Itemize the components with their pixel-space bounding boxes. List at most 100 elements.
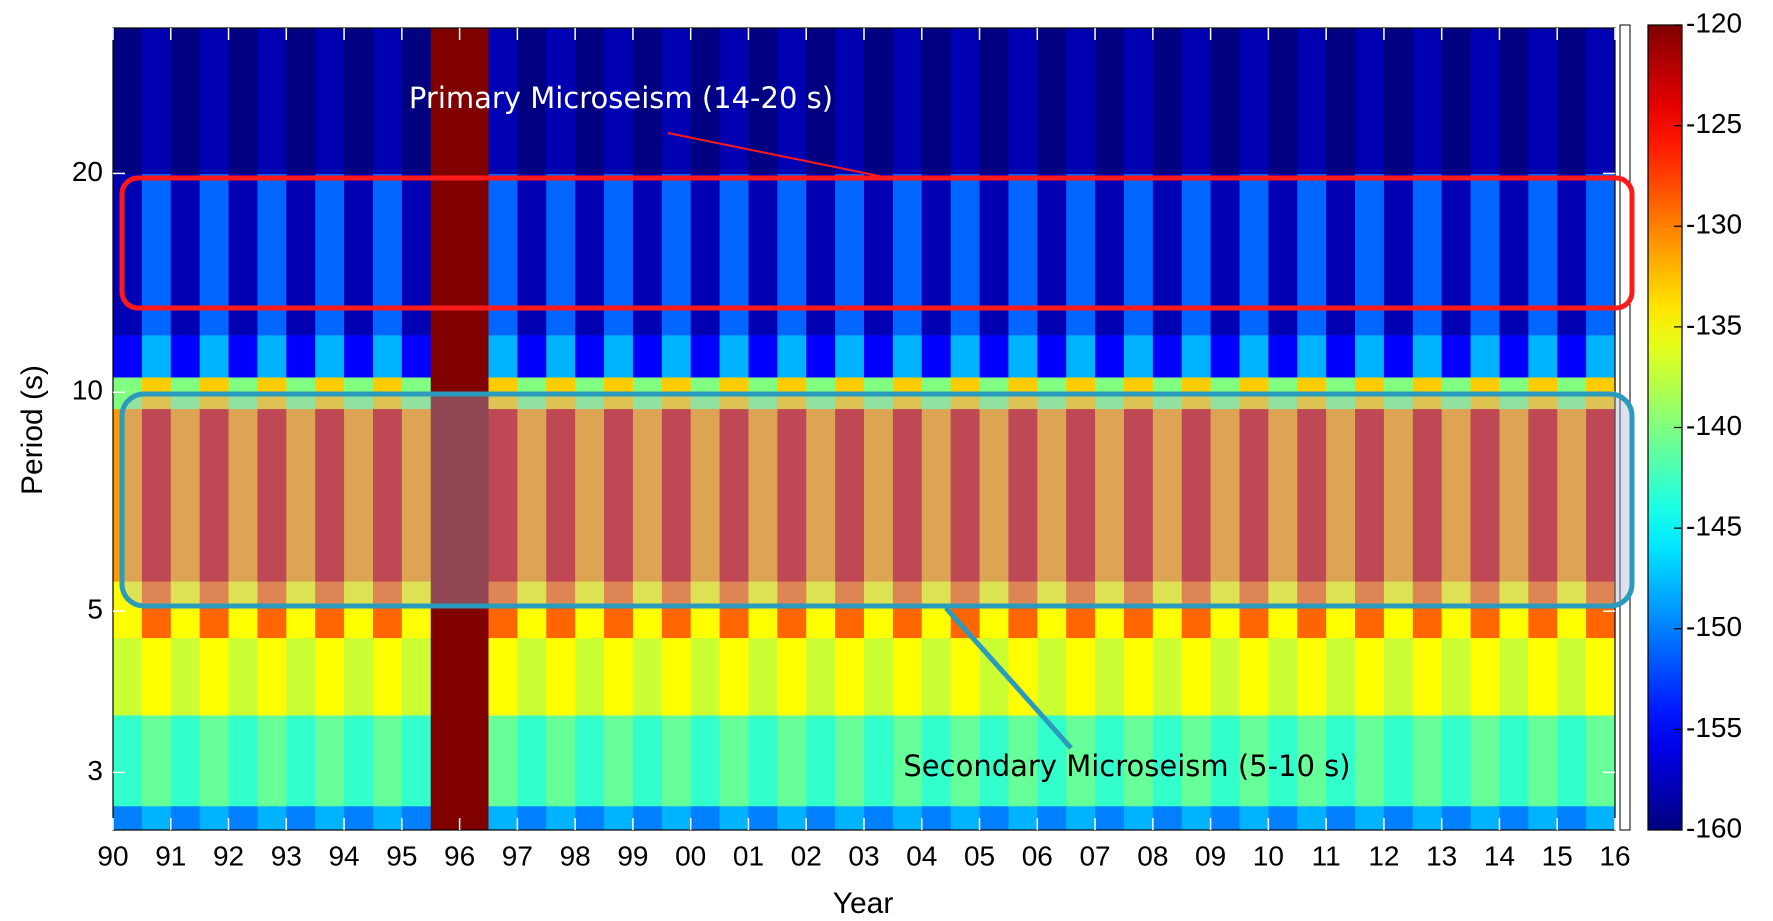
heatmap-cell bbox=[1326, 714, 1356, 807]
heatmap-cell bbox=[1499, 408, 1529, 582]
heatmap-cell bbox=[1326, 408, 1356, 582]
heatmap-cell bbox=[1412, 637, 1443, 716]
x-tick-label: 02 bbox=[791, 840, 822, 871]
heatmap-cell bbox=[1095, 28, 1125, 175]
heatmap-cell bbox=[719, 408, 750, 582]
heatmap-cell bbox=[1586, 408, 1615, 582]
x-tick-label: 97 bbox=[502, 840, 533, 871]
x-tick-label: 91 bbox=[155, 840, 186, 871]
x-tick-label: 93 bbox=[271, 840, 302, 871]
heatmap-cell bbox=[315, 581, 345, 639]
heatmap-cell bbox=[1355, 805, 1385, 830]
heatmap-cell bbox=[604, 28, 634, 175]
heatmap-cell bbox=[835, 581, 865, 639]
heatmap-cell bbox=[921, 714, 952, 807]
heatmap-cell bbox=[430, 805, 461, 830]
heatmap-cell bbox=[170, 334, 201, 378]
heatmap-cell bbox=[864, 334, 894, 378]
heatmap-cell bbox=[286, 805, 316, 830]
heatmap-cell bbox=[1326, 334, 1356, 378]
heatmap-cell bbox=[1297, 714, 1327, 807]
heatmap-cell bbox=[1008, 581, 1038, 639]
heatmap-cell bbox=[488, 581, 518, 639]
heatmap-cell bbox=[1123, 28, 1154, 175]
heatmap-cell bbox=[1123, 408, 1154, 582]
heatmap-cell bbox=[286, 173, 316, 336]
heatmap-cell bbox=[748, 581, 778, 639]
heatmap-cell bbox=[1355, 581, 1385, 639]
heatmap-cell bbox=[1008, 714, 1038, 807]
heatmap-cell bbox=[228, 28, 259, 175]
heatmap-cell bbox=[690, 28, 721, 175]
heatmap-cell bbox=[1066, 28, 1096, 175]
heatmap-cell bbox=[1470, 408, 1501, 582]
heatmap-cell bbox=[1123, 637, 1154, 716]
heatmap-cell bbox=[1268, 714, 1298, 807]
heatmap-cell bbox=[1181, 28, 1212, 175]
heatmap-cell bbox=[459, 637, 490, 716]
x-tick-label: 98 bbox=[560, 840, 591, 871]
colorbar-tick-label: -125 bbox=[1686, 108, 1742, 139]
heatmap-cell bbox=[806, 714, 836, 807]
heatmap-cell bbox=[1441, 637, 1472, 716]
heatmap-cell bbox=[1557, 408, 1587, 582]
heatmap-cell bbox=[806, 805, 836, 830]
heatmap-cell bbox=[835, 637, 865, 716]
heatmap-cell bbox=[315, 28, 345, 175]
primary-label: Primary Microseism (14-20 s) bbox=[409, 81, 833, 115]
heatmap-cell bbox=[1095, 581, 1125, 639]
heatmap-cell bbox=[286, 714, 316, 807]
heatmap-cell bbox=[604, 805, 634, 830]
heatmap-cell bbox=[835, 334, 865, 378]
heatmap-cell bbox=[430, 714, 461, 807]
heatmap-cell bbox=[1586, 805, 1615, 830]
heatmap-cell bbox=[459, 334, 490, 378]
colorbar-tick-label: -135 bbox=[1686, 309, 1742, 340]
heatmap-cell bbox=[575, 581, 605, 639]
heatmap-cell bbox=[950, 805, 981, 830]
heatmap-cell bbox=[575, 408, 605, 582]
heatmap-cell bbox=[1470, 28, 1501, 175]
secondary-box bbox=[119, 391, 1635, 609]
heatmap-cell bbox=[632, 408, 663, 582]
heatmap-cell bbox=[1355, 637, 1385, 716]
heatmap-cell bbox=[459, 408, 490, 582]
heatmap-cell bbox=[1037, 805, 1067, 830]
secondary-label: Secondary Microseism (5-10 s) bbox=[903, 749, 1350, 783]
heatmap-cell bbox=[315, 408, 345, 582]
heatmap-cell bbox=[632, 581, 663, 639]
x-tick-label: 95 bbox=[386, 840, 417, 871]
heatmap-cell bbox=[777, 714, 807, 807]
x-tick-label: 03 bbox=[848, 840, 879, 871]
heatmap-cell bbox=[228, 408, 259, 582]
heatmap-cell bbox=[1181, 714, 1212, 807]
annotations: Primary Microseism (14-20 s) Secondary Mi… bbox=[119, 81, 1635, 783]
heatmap-cell bbox=[1355, 334, 1385, 378]
heatmap-cell bbox=[777, 581, 807, 639]
heatmap-cell bbox=[1066, 805, 1096, 830]
secondary-leader bbox=[944, 606, 1073, 750]
heatmap-cell bbox=[1123, 714, 1154, 807]
heatmap-cell bbox=[1181, 334, 1212, 378]
x-tick-label: 01 bbox=[733, 840, 764, 871]
heatmap-cell bbox=[170, 805, 201, 830]
heatmap-cell bbox=[286, 334, 316, 378]
heatmap-cell bbox=[1528, 637, 1558, 716]
heatmap-cell bbox=[1441, 805, 1472, 830]
x-tick-label: 90 bbox=[97, 840, 128, 871]
heatmap-cell bbox=[1210, 637, 1241, 716]
heatmap-cell bbox=[748, 805, 778, 830]
x-tick-label: 96 bbox=[444, 840, 475, 871]
heatmap-cell bbox=[1586, 581, 1615, 639]
heatmap-cell bbox=[286, 28, 316, 175]
x-tick-label: 94 bbox=[328, 840, 359, 871]
heatmap-cell bbox=[372, 28, 403, 175]
heatmap-cell bbox=[1181, 637, 1212, 716]
heatmap-cell bbox=[1586, 714, 1615, 807]
heatmap-cell bbox=[1095, 334, 1125, 378]
heatmap-cell bbox=[892, 408, 923, 582]
heatmap-cell bbox=[575, 334, 605, 378]
heatmap-cell bbox=[661, 28, 692, 175]
heatmap-cell bbox=[690, 173, 721, 336]
